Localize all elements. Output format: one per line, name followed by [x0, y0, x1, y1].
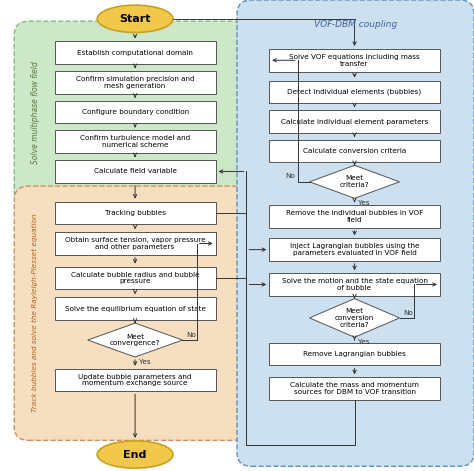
Polygon shape: [88, 323, 182, 357]
Bar: [269, 110, 440, 133]
FancyBboxPatch shape: [14, 186, 246, 440]
Bar: [55, 41, 216, 64]
Bar: [55, 160, 216, 183]
Bar: [269, 49, 440, 72]
Polygon shape: [310, 165, 400, 198]
Polygon shape: [310, 299, 400, 337]
Text: Update bubble parameters and
momentum exchange source: Update bubble parameters and momentum ex…: [78, 374, 192, 387]
Ellipse shape: [97, 5, 173, 32]
Text: Solve the motion and the state equation
of bubble: Solve the motion and the state equation …: [282, 278, 428, 291]
Bar: [269, 140, 440, 162]
Text: Remove Lagrangian bubbles: Remove Lagrangian bubbles: [303, 351, 406, 357]
FancyBboxPatch shape: [14, 21, 246, 205]
Bar: [269, 81, 440, 103]
Bar: [269, 273, 440, 296]
Text: Inject Lagrangian bubbles using the
parameters evaluated in VOF field: Inject Lagrangian bubbles using the para…: [290, 243, 419, 256]
Text: No: No: [285, 173, 295, 179]
Text: Meet
convergence?: Meet convergence?: [110, 333, 160, 347]
Ellipse shape: [97, 441, 173, 468]
Text: Solve VOF equations including mass
transfer: Solve VOF equations including mass trans…: [289, 54, 420, 67]
Bar: [55, 130, 216, 153]
Text: Start: Start: [119, 14, 151, 24]
Text: End: End: [123, 449, 147, 460]
Text: VOF-DBM coupling: VOF-DBM coupling: [314, 20, 397, 29]
Text: Track bubbles and solve the Rayleigh-Plesset equation: Track bubbles and solve the Rayleigh-Ple…: [32, 214, 38, 413]
Text: Calculate the mass and momentum
sources for DBM to VOF transition: Calculate the mass and momentum sources …: [290, 382, 419, 395]
Text: Tracking bubbles: Tracking bubbles: [105, 210, 165, 216]
Text: Confirm turbulence model and
numerical scheme: Confirm turbulence model and numerical s…: [80, 135, 190, 148]
Text: No: No: [186, 332, 196, 338]
Text: Configure boundary condition: Configure boundary condition: [82, 109, 189, 115]
Text: Meet
criteria?: Meet criteria?: [340, 175, 369, 188]
Text: Calculate field variable: Calculate field variable: [93, 169, 177, 174]
Text: Calculate individual element parameters: Calculate individual element parameters: [281, 119, 428, 124]
Bar: [269, 238, 440, 261]
Text: Obtain surface tension, vapor pressure
and other parameters: Obtain surface tension, vapor pressure a…: [65, 237, 205, 250]
Text: Yes: Yes: [358, 339, 370, 345]
Text: No: No: [403, 310, 413, 316]
Text: Solve multiphase flow field: Solve multiphase flow field: [31, 62, 39, 164]
Text: Calculate conversion criteria: Calculate conversion criteria: [303, 148, 406, 154]
Text: Calculate bubble radius and bubble
pressure: Calculate bubble radius and bubble press…: [71, 271, 200, 284]
Bar: [55, 369, 216, 391]
Bar: [269, 343, 440, 365]
Bar: [269, 377, 440, 400]
Bar: [55, 101, 216, 123]
Bar: [55, 202, 216, 224]
Text: Confirm simulation precision and
mesh generation: Confirm simulation precision and mesh ge…: [76, 76, 194, 89]
Bar: [269, 205, 440, 228]
FancyBboxPatch shape: [237, 0, 474, 466]
Text: Establish computational domain: Establish computational domain: [77, 50, 193, 56]
Text: Remove the individual bubbles in VOF
field: Remove the individual bubbles in VOF fie…: [286, 210, 423, 223]
Bar: [55, 232, 216, 255]
Text: Detect individual elements (bubbles): Detect individual elements (bubbles): [288, 89, 421, 95]
Bar: [55, 267, 216, 289]
Bar: [55, 297, 216, 320]
Text: Solve the equilibrium equation of state: Solve the equilibrium equation of state: [64, 306, 206, 311]
Text: Yes: Yes: [358, 200, 370, 206]
Bar: [55, 71, 216, 94]
Text: Meet
conversion
criteria?: Meet conversion criteria?: [335, 308, 374, 328]
Text: Yes: Yes: [139, 359, 151, 365]
